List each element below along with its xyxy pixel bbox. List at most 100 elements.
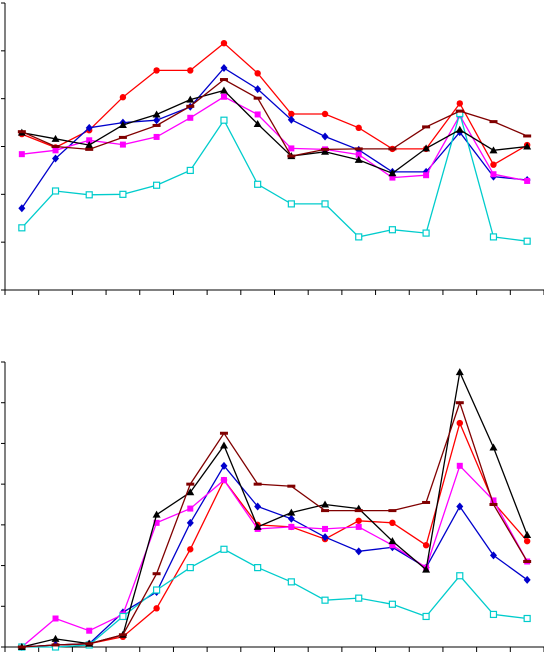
series-line: [21, 96, 528, 182]
series-5: [17, 86, 532, 177]
data-point: [153, 116, 161, 125]
data-point: [119, 94, 127, 101]
series-line: [21, 421, 528, 648]
data-point: [186, 488, 195, 496]
series-line: [21, 400, 528, 648]
data-point: [388, 226, 397, 234]
data-point: [422, 612, 430, 621]
data-point: [18, 204, 26, 213]
data-point: [287, 578, 295, 586]
data-point: [254, 180, 262, 188]
data-point: [287, 508, 296, 516]
data-point: [321, 200, 329, 208]
data-point: [523, 134, 532, 138]
data-point: [152, 572, 161, 576]
data-point: [422, 565, 431, 573]
data-point: [422, 500, 431, 504]
data-point: [186, 95, 195, 103]
data-point: [17, 645, 26, 649]
data-point: [288, 523, 295, 530]
data-point: [355, 517, 362, 524]
data-point: [321, 509, 330, 513]
series-line: [21, 464, 528, 648]
data-point: [153, 519, 160, 526]
series-line: [21, 548, 528, 648]
series-line: [21, 89, 528, 175]
data-point: [152, 123, 161, 127]
data-point: [456, 572, 464, 580]
data-point: [51, 145, 60, 148]
data-point: [152, 181, 161, 189]
data-point: [287, 200, 295, 208]
data-point: [489, 146, 498, 154]
data-point: [388, 537, 397, 545]
data-point: [456, 419, 463, 427]
data-point: [288, 110, 295, 118]
data-point: [456, 462, 463, 469]
data-point: [186, 166, 194, 175]
data-point: [187, 114, 194, 121]
data-point: [52, 147, 59, 154]
data-point: [389, 519, 396, 527]
data-point: [85, 141, 94, 149]
data-point: [219, 441, 228, 449]
data-point: [18, 151, 25, 158]
series-line: [21, 78, 528, 157]
series-1: [18, 419, 531, 651]
data-point: [18, 224, 26, 232]
data-point: [253, 96, 262, 100]
data-point: [321, 147, 330, 151]
data-point: [219, 86, 228, 94]
data-point: [523, 142, 532, 150]
data-point: [220, 116, 228, 124]
data-point: [220, 477, 227, 484]
data-point: [354, 509, 363, 513]
data-point: [118, 135, 127, 139]
data-point: [51, 634, 60, 642]
series-line: [21, 42, 528, 166]
data-point: [490, 171, 497, 178]
data-point: [52, 615, 59, 622]
data-point: [118, 120, 127, 128]
data-point: [456, 502, 464, 511]
data-point: [422, 125, 431, 129]
data-point: [354, 147, 363, 151]
data-point: [253, 482, 262, 486]
data-point: [152, 586, 161, 594]
data-point: [253, 120, 262, 128]
data-point: [254, 70, 261, 77]
data-point: [287, 514, 295, 523]
data-point: [354, 155, 363, 163]
data-point: [455, 125, 464, 133]
data-point: [254, 502, 262, 511]
data-point: [85, 147, 94, 151]
data-point: [253, 522, 262, 530]
series-5: [17, 368, 532, 650]
series-4: [18, 109, 531, 245]
data-point: [489, 610, 498, 619]
data-point: [51, 187, 60, 195]
data-point: [86, 137, 93, 144]
data-point: [220, 93, 227, 100]
data-point: [17, 130, 26, 134]
data-point: [51, 134, 60, 142]
data-point: [455, 368, 464, 376]
data-point: [220, 545, 228, 553]
data-point: [153, 67, 160, 74]
series-6: [17, 78, 532, 158]
data-point: [524, 177, 531, 184]
series-6: [17, 400, 532, 649]
data-point: [85, 642, 94, 646]
data-point: [388, 600, 397, 608]
data-point: [455, 109, 464, 113]
series-line: [21, 111, 528, 242]
data-point: [523, 537, 531, 545]
chart-panel-2: [1, 361, 544, 652]
data-point: [523, 575, 531, 584]
data-point: [119, 190, 127, 198]
series-2: [18, 64, 531, 213]
data-point: [355, 547, 363, 556]
data-point: [51, 643, 60, 647]
data-point: [152, 510, 161, 518]
data-point: [422, 229, 430, 237]
